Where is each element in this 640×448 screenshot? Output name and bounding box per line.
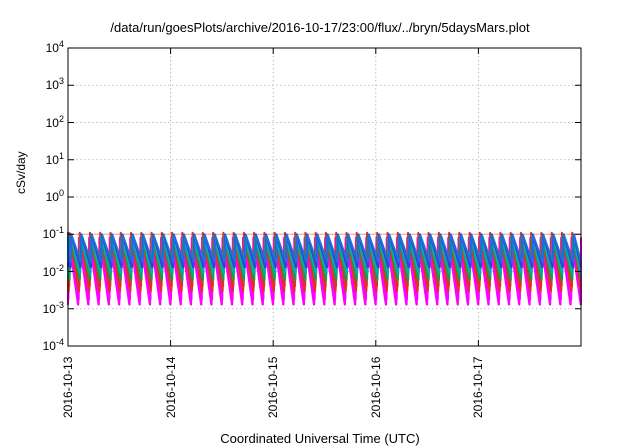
x-tick-label: 2016-10-13 xyxy=(61,356,75,418)
y-tick-label: 10-4 xyxy=(42,337,64,353)
x-tick-label: 2016-10-15 xyxy=(266,356,281,418)
series-line xyxy=(67,234,582,263)
x-tick-label: 2016-10-14 xyxy=(163,356,178,418)
y-tick-label: 102 xyxy=(45,113,64,130)
y-tick-label: 10-2 xyxy=(42,262,64,279)
chart-title: /data/run/goesPlots/archive/2016-10-17/2… xyxy=(110,20,530,35)
y-tick-label: 10-3 xyxy=(42,299,64,316)
x-axis-label: Coordinated Universal Time (UTC) xyxy=(220,431,420,446)
x-tick-label: 2016-10-17 xyxy=(471,356,486,418)
y-tick-label: 10-1 xyxy=(42,225,64,242)
y-tick-label: 103 xyxy=(45,76,64,93)
y-tick-label: 104 xyxy=(45,39,64,55)
x-tick-label: 2016-10-16 xyxy=(368,356,383,418)
y-tick-label: 101 xyxy=(45,150,64,167)
y-tick-label: 100 xyxy=(45,188,64,204)
